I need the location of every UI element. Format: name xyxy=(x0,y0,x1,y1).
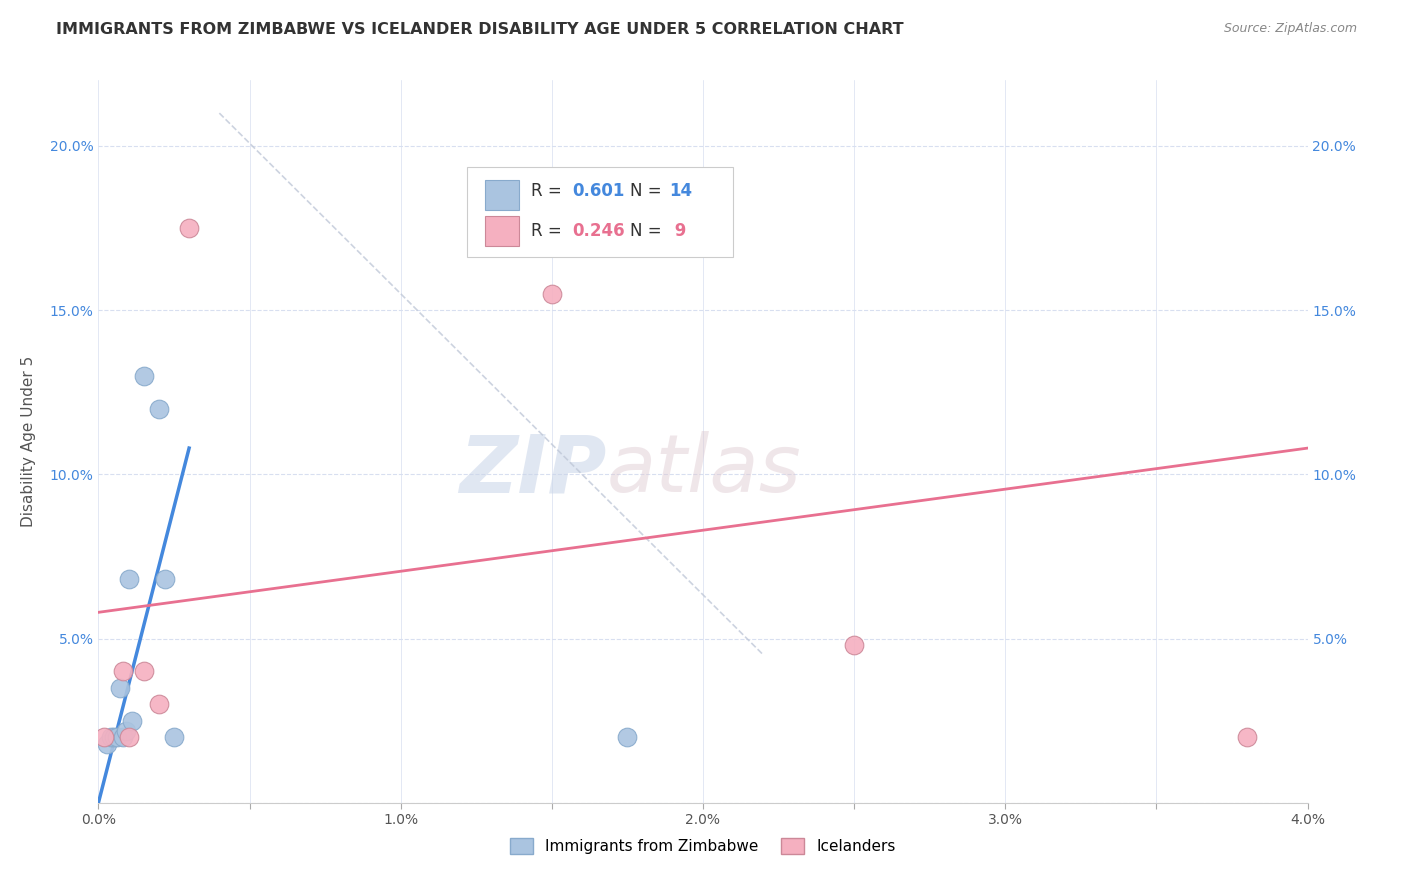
Point xyxy=(105,730,128,744)
Point xyxy=(540,286,562,301)
Text: 0.601: 0.601 xyxy=(572,182,624,200)
Point xyxy=(111,730,134,744)
Text: IMMIGRANTS FROM ZIMBABWE VS ICELANDER DISABILITY AGE UNDER 5 CORRELATION CHART: IMMIGRANTS FROM ZIMBABWE VS ICELANDER DI… xyxy=(56,22,904,37)
FancyBboxPatch shape xyxy=(485,216,519,246)
Text: 0.246: 0.246 xyxy=(572,221,626,240)
Text: 14: 14 xyxy=(669,182,692,200)
Point xyxy=(132,368,155,383)
Text: R =: R = xyxy=(531,221,567,240)
Point xyxy=(118,573,141,587)
Text: ZIP: ZIP xyxy=(458,432,606,509)
Point xyxy=(148,698,170,712)
Text: Source: ZipAtlas.com: Source: ZipAtlas.com xyxy=(1223,22,1357,36)
Point xyxy=(121,714,143,728)
Point xyxy=(103,730,125,744)
Text: N =: N = xyxy=(630,221,668,240)
Legend: Immigrants from Zimbabwe, Icelanders: Immigrants from Zimbabwe, Icelanders xyxy=(503,832,903,860)
Point xyxy=(111,665,134,679)
Point xyxy=(114,723,136,738)
Point xyxy=(96,737,118,751)
Point xyxy=(1236,730,1258,744)
FancyBboxPatch shape xyxy=(467,167,734,257)
Point xyxy=(148,401,170,416)
Text: 9: 9 xyxy=(669,221,686,240)
Point xyxy=(100,730,122,744)
Text: R =: R = xyxy=(531,182,567,200)
Y-axis label: Disability Age Under 5: Disability Age Under 5 xyxy=(21,356,35,527)
Text: atlas: atlas xyxy=(606,432,801,509)
Text: N =: N = xyxy=(630,182,668,200)
Point xyxy=(93,730,115,744)
Point xyxy=(118,730,141,744)
Point xyxy=(132,665,155,679)
Point xyxy=(108,681,131,695)
Point xyxy=(616,730,638,744)
Point xyxy=(153,573,176,587)
FancyBboxPatch shape xyxy=(485,180,519,211)
Point xyxy=(179,221,201,235)
Point xyxy=(163,730,186,744)
Point xyxy=(844,638,866,652)
